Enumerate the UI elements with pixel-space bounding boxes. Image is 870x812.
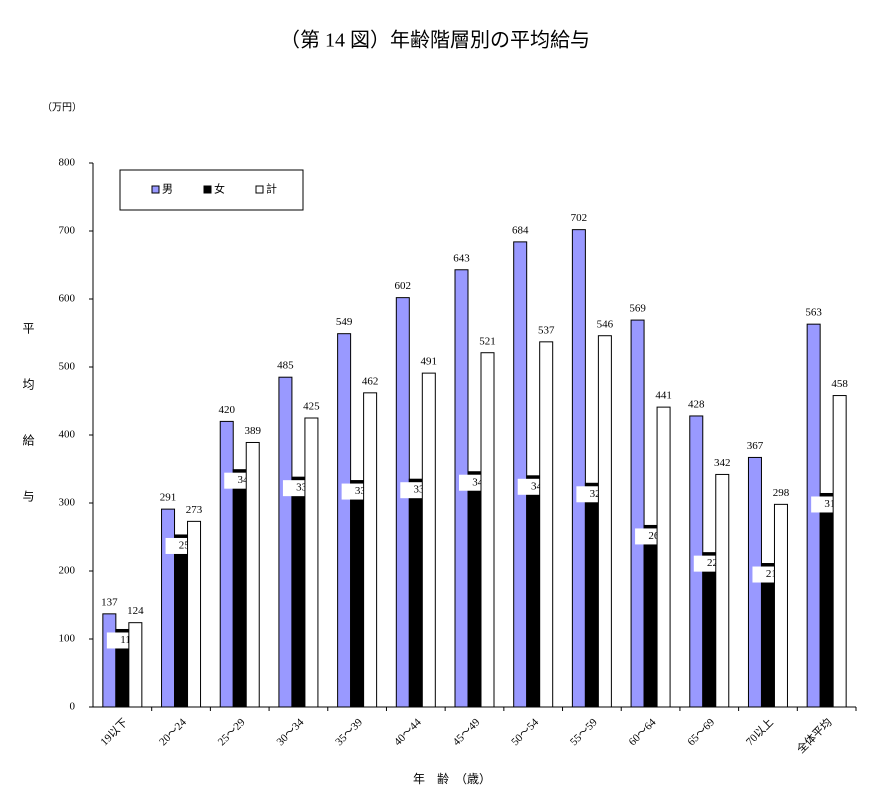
x-tick-label: 55～59	[568, 716, 600, 748]
value-label: 643	[453, 252, 470, 264]
bar	[102, 613, 117, 708]
value-label: 485	[277, 360, 294, 372]
bar	[630, 319, 645, 708]
bar	[526, 475, 541, 708]
value-label: 425	[303, 401, 320, 413]
value-label: 389	[244, 425, 261, 437]
x-tick-label: 25～29	[216, 716, 248, 748]
value-label: 342	[714, 457, 731, 469]
value-label: 137	[101, 596, 118, 608]
bar	[219, 420, 234, 708]
bar	[363, 392, 378, 708]
value-label: 273	[186, 504, 203, 516]
bar	[806, 323, 821, 708]
y-tick-label: 800	[59, 157, 76, 169]
y-axis-title: 平均給与	[21, 322, 35, 546]
value-label: 420	[218, 404, 235, 416]
y-tick-label: 200	[59, 565, 76, 577]
y-tick-label: 100	[59, 633, 76, 645]
bar	[819, 492, 834, 708]
y-tick-label: 600	[59, 293, 76, 305]
value-label: 291	[160, 492, 177, 504]
x-axis-title: 年 齢 （歳）	[413, 771, 491, 786]
bar	[760, 563, 775, 708]
bar	[571, 229, 586, 708]
bar	[773, 503, 788, 708]
bar	[291, 476, 306, 708]
bar	[278, 376, 293, 708]
x-tick-label: 40～44	[392, 716, 424, 748]
legend-swatch	[255, 185, 264, 194]
bar	[337, 333, 352, 708]
bar	[513, 241, 528, 708]
bar	[128, 622, 143, 708]
bar	[174, 534, 189, 708]
x-tick-label: 50～54	[509, 716, 541, 748]
bar	[832, 395, 847, 708]
bar	[467, 471, 482, 708]
value-label: 428	[688, 398, 705, 410]
x-tick-label: 30～34	[275, 716, 307, 748]
value-label: 684	[512, 224, 529, 236]
value-label: 602	[395, 280, 412, 292]
value-label: 563	[805, 307, 822, 319]
y-tick-label: 500	[59, 361, 76, 373]
legend-label: 男	[162, 184, 173, 196]
y-tick-label: 400	[59, 429, 76, 441]
y-tick-label: 300	[59, 497, 76, 509]
bar	[350, 480, 365, 708]
value-label: 462	[362, 375, 379, 387]
value-label: 298	[773, 487, 790, 499]
bar	[643, 524, 658, 708]
value-label: 441	[655, 390, 672, 402]
value-label: 702	[571, 212, 588, 224]
bar	[702, 552, 717, 708]
value-label: 124	[127, 605, 144, 617]
legend-label: 女	[214, 182, 225, 196]
legend-swatch	[203, 185, 212, 194]
value-label: 491	[421, 356, 438, 368]
chart-title: （第 14 図）年齢階層別の平均給与	[280, 29, 590, 52]
bar	[715, 473, 730, 708]
value-label: 537	[538, 324, 555, 336]
bar	[597, 335, 612, 708]
bar	[232, 469, 247, 708]
x-tick-label: 20～24	[157, 716, 189, 748]
bar	[187, 520, 202, 708]
value-label: 549	[336, 316, 353, 328]
legend-swatch	[151, 185, 160, 194]
y-tick-label: 0	[70, 701, 76, 713]
x-tick-label: 19以下	[98, 716, 130, 748]
value-label: 521	[479, 335, 496, 347]
bar	[395, 297, 410, 708]
bar	[480, 352, 495, 708]
value-label: 546	[597, 318, 614, 330]
bar	[656, 406, 671, 708]
x-tick-label: 全体平均	[794, 715, 835, 756]
bar	[304, 417, 319, 708]
y-unit: （万円）	[42, 101, 82, 113]
value-label: 458	[831, 378, 848, 390]
bar	[584, 482, 599, 708]
x-tick-label: 60～64	[627, 716, 659, 748]
legend-label: 計	[266, 182, 277, 196]
value-label: 367	[747, 440, 764, 452]
bar	[245, 441, 260, 708]
x-tick-label: 45～49	[451, 716, 483, 748]
bar	[539, 341, 554, 708]
x-tick-label: 65～69	[685, 716, 717, 748]
x-tick-label: 70以上	[743, 716, 776, 749]
bar	[408, 478, 423, 708]
value-label: 569	[629, 303, 646, 315]
y-tick-label: 700	[59, 225, 76, 237]
x-tick-label: 35～39	[333, 716, 365, 748]
bar	[421, 372, 436, 708]
